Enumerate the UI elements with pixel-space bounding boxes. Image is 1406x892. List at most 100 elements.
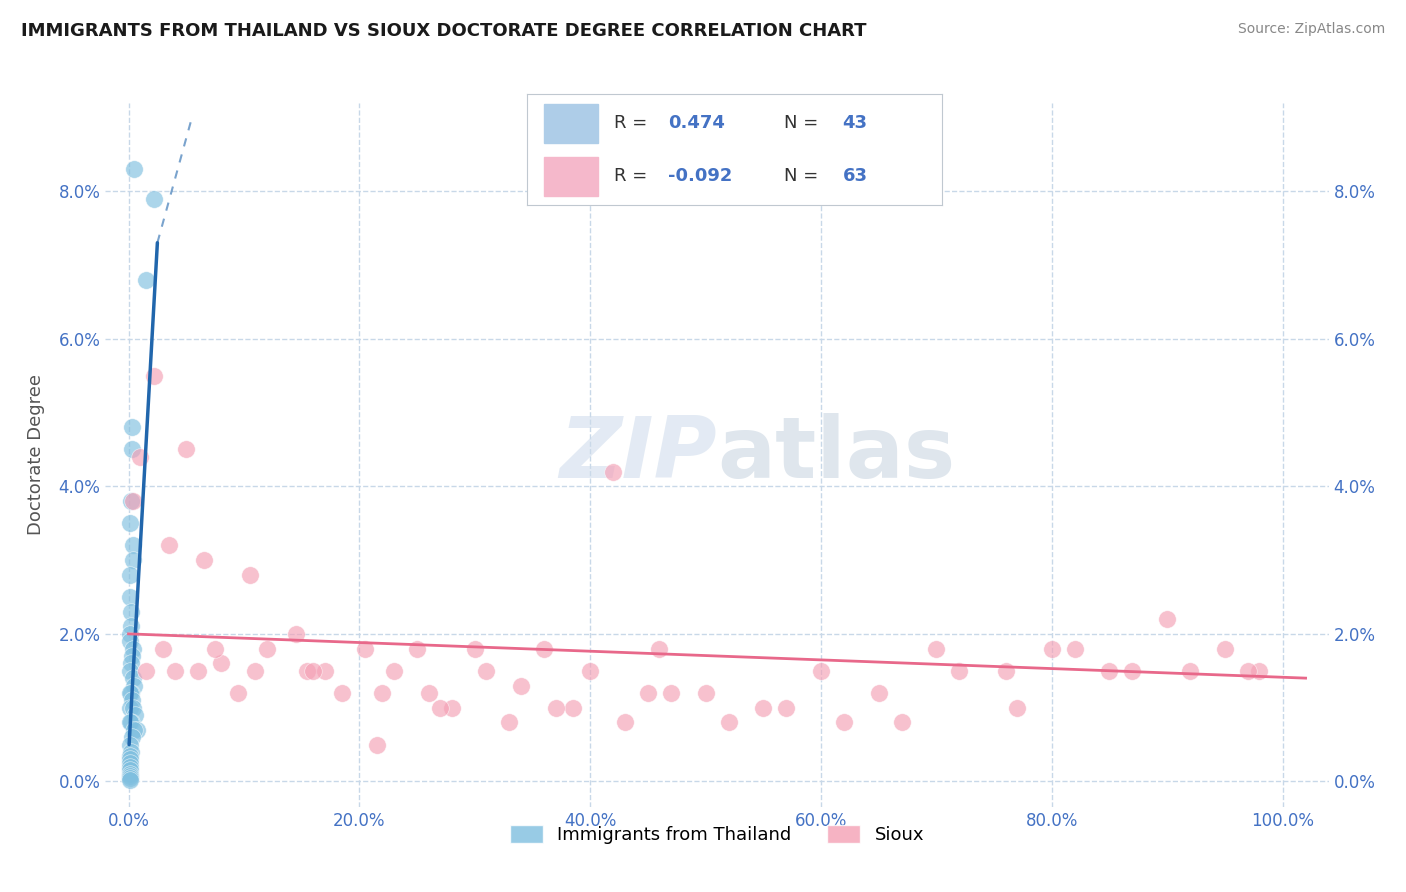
Point [1156,612,1178,626]
Point [120,657,142,671]
Point [544,700,567,714]
Point [124,708,146,723]
Point [475,664,498,678]
Point [120,605,142,619]
Point [775,700,797,714]
Point [245,664,267,678]
Point [122,723,145,737]
Point [121,700,143,714]
Point [1005,700,1028,714]
Point [948,664,970,678]
Text: R =: R = [614,167,648,186]
Point [121,420,143,434]
Point [118,748,141,763]
Point [371,686,394,700]
Point [122,494,145,508]
Y-axis label: Doctorate Degree: Doctorate Degree [27,375,45,535]
FancyBboxPatch shape [544,103,598,143]
Point [509,679,531,693]
Point [118,764,141,778]
Text: N =: N = [785,167,818,186]
Point [868,686,890,700]
Point [120,619,142,633]
Point [125,723,148,737]
Point [122,553,145,567]
Point [1063,641,1085,656]
Point [1249,664,1271,678]
Point [382,664,405,678]
Point [752,700,775,714]
Point [118,752,141,766]
Point [297,664,319,678]
Point [118,700,141,714]
Point [1213,641,1236,656]
Point [579,664,602,678]
Point [637,686,659,700]
Point [406,641,429,656]
Point [142,192,165,206]
Point [695,686,717,700]
Point [129,450,152,464]
Point [1237,664,1260,678]
Point [561,700,583,714]
Point [284,627,307,641]
Point [118,768,141,782]
Point [1098,664,1121,678]
Point [118,590,141,604]
Point [120,745,142,759]
Point [1040,641,1063,656]
Point [121,693,143,707]
Point [239,567,262,582]
Point [118,756,141,770]
Point [142,368,165,383]
Point [121,442,143,457]
Legend: Immigrants from Thailand, Sioux: Immigrants from Thailand, Sioux [503,817,931,851]
Point [118,772,141,787]
Point [120,686,142,700]
Point [122,641,145,656]
Point [118,771,141,785]
FancyBboxPatch shape [544,157,598,196]
Point [121,730,143,744]
Text: Source: ZipAtlas.com: Source: ZipAtlas.com [1237,22,1385,37]
Point [120,715,142,730]
Point [717,715,740,730]
Point [1180,664,1202,678]
Point [120,516,142,531]
Point [209,657,232,671]
Point [163,664,186,678]
Point [994,664,1017,678]
Point [120,715,142,730]
Point [429,700,451,714]
Point [174,442,197,457]
Point [330,686,353,700]
Point [157,538,180,552]
Point [602,465,624,479]
Point [648,641,671,656]
Point [464,641,486,656]
Point [890,715,912,730]
Point [226,686,249,700]
Point [152,641,174,656]
Point [366,738,388,752]
Text: IMMIGRANTS FROM THAILAND VS SIOUX DOCTORATE DEGREE CORRELATION CHART: IMMIGRANTS FROM THAILAND VS SIOUX DOCTOR… [21,22,866,40]
Point [1121,664,1143,678]
Point [302,664,325,678]
Point [314,664,336,678]
Point [418,686,440,700]
Point [120,494,142,508]
Point [193,553,215,567]
Point [135,273,157,287]
Point [533,641,555,656]
Point [810,664,832,678]
Point [120,738,142,752]
Text: 43: 43 [842,113,868,132]
Point [120,686,142,700]
Point [124,161,146,176]
Text: 0.474: 0.474 [668,113,725,132]
Point [832,715,855,730]
Point [925,641,948,656]
Point [440,700,463,714]
Text: R =: R = [614,113,648,132]
Point [256,641,278,656]
